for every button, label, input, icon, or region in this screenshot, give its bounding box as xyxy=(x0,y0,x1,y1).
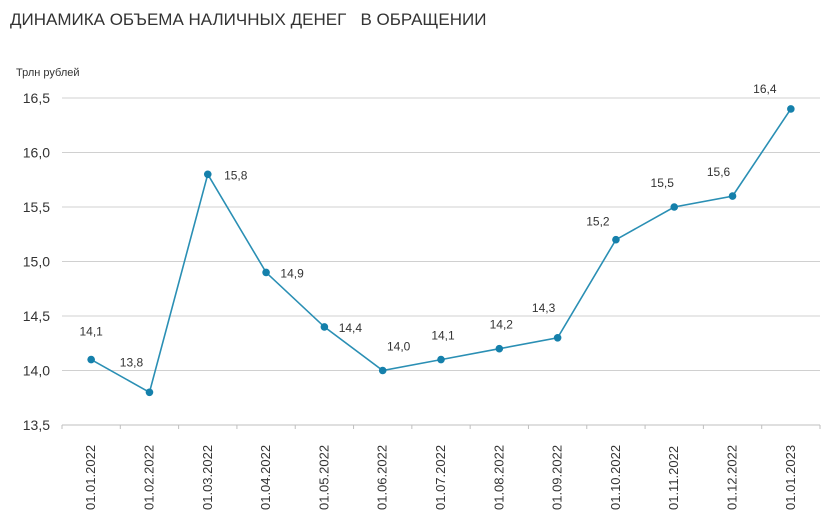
y-axis-ticks: 16,5 16,0 15,5 15,0 14,5 14,0 13,5 xyxy=(23,90,50,433)
data-label: 14,1 xyxy=(79,325,103,339)
x-axis: 01.01.2022 01.02.2022 01.03.2022 01.04.2022… xyxy=(61,424,821,510)
y-tick-label: 13,5 xyxy=(23,417,50,433)
data-point-marker xyxy=(495,344,504,353)
x-tick-label: 01.11.2022 xyxy=(666,446,681,510)
data-label: 15,8 xyxy=(224,168,248,182)
y-tick-label: 14,0 xyxy=(23,363,50,379)
grid-lines xyxy=(62,97,820,371)
data-point-marker xyxy=(437,355,445,364)
x-tick-label: 01.09.2022 xyxy=(550,445,565,510)
x-tick-label: 01.02.2022 xyxy=(141,445,156,510)
data-label: 15,6 xyxy=(707,165,731,179)
y-tick-label: 14,5 xyxy=(23,308,50,324)
series-line xyxy=(90,108,792,394)
y-tick-label: 15,0 xyxy=(23,254,50,270)
data-point-marker xyxy=(787,105,795,113)
y-tick-label: 15,5 xyxy=(23,199,50,215)
x-tick-label: 01.05.2022 xyxy=(316,445,331,510)
data-point-marker xyxy=(87,355,95,364)
data-point-marker xyxy=(145,388,154,397)
data-label: 14,1 xyxy=(431,329,455,343)
x-tick-label: 01.08.2022 xyxy=(491,445,506,510)
data-point-marker xyxy=(553,334,562,342)
data-label: 14,2 xyxy=(490,318,514,332)
data-label: 16,4 xyxy=(753,82,777,96)
data-point-marker xyxy=(262,268,270,277)
data-point-marker xyxy=(320,323,329,331)
y-tick-label: 16,5 xyxy=(23,90,50,106)
data-series: 14,1 13,8 15,8 14,9 14,4 14,0 14,1 14,2 14,3 15,2… xyxy=(79,82,795,397)
data-label: 15,2 xyxy=(586,215,610,229)
data-point-marker xyxy=(670,203,679,211)
x-tick-label: 01.07.2022 xyxy=(433,445,448,510)
data-label: 14,0 xyxy=(387,340,411,354)
chart-title: ДИНАМИКА ОБЪЕМА НАЛИЧНЫХ ДЕНЕГ В ОБРАЩЕН… xyxy=(10,10,487,29)
x-tick-label: 01.01.2022 xyxy=(83,445,98,510)
data-label: 15,5 xyxy=(651,176,675,190)
x-tick-label: 01.12.2022 xyxy=(725,445,740,510)
data-point-marker xyxy=(378,366,387,375)
data-label: 14,4 xyxy=(339,321,363,335)
x-tick-label: 01.03.2022 xyxy=(200,445,215,510)
x-tick-label: 01.06.2022 xyxy=(375,445,390,510)
x-tick-label: 01.04.2022 xyxy=(258,445,273,510)
data-label: 14,3 xyxy=(532,301,556,315)
x-tick-label: 01.01.2023 xyxy=(783,445,798,510)
data-point-marker xyxy=(728,192,737,200)
y-axis-unit-label: Трлн рублей xyxy=(16,67,80,79)
x-tick-label: 01.10.2022 xyxy=(608,445,623,510)
data-point-marker xyxy=(203,170,212,179)
data-label: 13,8 xyxy=(120,355,144,369)
data-point-marker xyxy=(612,235,620,244)
y-tick-label: 16,0 xyxy=(23,145,50,161)
data-label: 14,9 xyxy=(280,266,304,280)
